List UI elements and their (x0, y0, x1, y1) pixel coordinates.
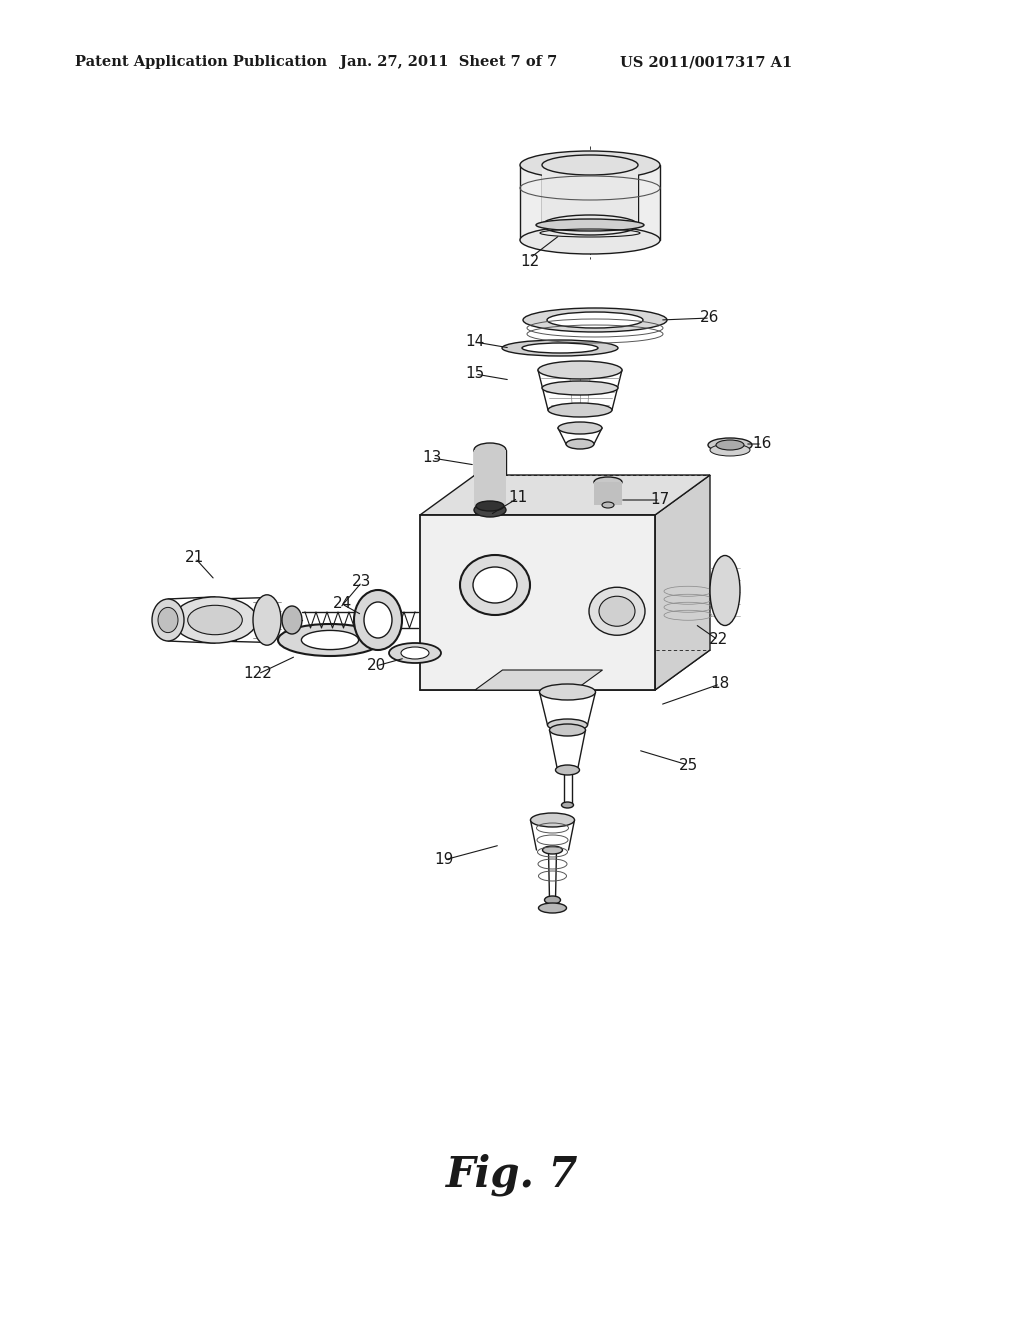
Ellipse shape (548, 719, 588, 731)
Bar (474, 450, 506, 510)
Ellipse shape (542, 215, 638, 235)
Ellipse shape (460, 554, 530, 615)
Text: 19: 19 (434, 853, 454, 867)
Ellipse shape (502, 341, 618, 356)
Text: 25: 25 (678, 758, 697, 772)
Ellipse shape (545, 896, 560, 904)
Text: 15: 15 (465, 367, 484, 381)
Ellipse shape (301, 631, 358, 649)
Text: 24: 24 (333, 597, 351, 611)
Text: 17: 17 (650, 492, 670, 507)
Ellipse shape (401, 647, 429, 659)
Polygon shape (420, 649, 710, 690)
Text: Fig. 7: Fig. 7 (445, 1154, 579, 1196)
Ellipse shape (523, 308, 667, 333)
Ellipse shape (716, 440, 744, 450)
Ellipse shape (520, 226, 660, 253)
Ellipse shape (555, 766, 580, 775)
Text: 22: 22 (709, 632, 728, 648)
Ellipse shape (539, 903, 566, 913)
Ellipse shape (536, 219, 644, 231)
Ellipse shape (708, 438, 752, 451)
Polygon shape (420, 475, 710, 515)
Ellipse shape (152, 599, 184, 642)
Ellipse shape (602, 502, 614, 508)
Text: US 2011/0017317 A1: US 2011/0017317 A1 (620, 55, 793, 69)
Text: 20: 20 (367, 659, 386, 673)
Polygon shape (475, 671, 602, 690)
Ellipse shape (520, 150, 660, 180)
Text: Jan. 27, 2011  Sheet 7 of 7: Jan. 27, 2011 Sheet 7 of 7 (340, 55, 557, 69)
Ellipse shape (364, 602, 392, 638)
Polygon shape (655, 475, 710, 690)
Ellipse shape (530, 813, 574, 828)
Polygon shape (520, 165, 660, 240)
Ellipse shape (389, 643, 441, 663)
Ellipse shape (543, 846, 562, 854)
Bar (594, 482, 622, 506)
Text: 23: 23 (352, 574, 372, 590)
Ellipse shape (589, 587, 645, 635)
Text: 12: 12 (520, 255, 540, 269)
Ellipse shape (522, 343, 598, 352)
Text: 26: 26 (700, 310, 720, 326)
Text: Patent Application Publication: Patent Application Publication (75, 55, 327, 69)
Ellipse shape (542, 154, 638, 176)
Ellipse shape (473, 568, 517, 603)
Ellipse shape (173, 597, 257, 643)
Ellipse shape (710, 444, 750, 455)
Ellipse shape (474, 503, 506, 517)
Ellipse shape (476, 502, 504, 511)
Text: 16: 16 (753, 437, 772, 451)
Ellipse shape (566, 440, 594, 449)
Text: 18: 18 (711, 676, 730, 692)
Ellipse shape (548, 403, 612, 417)
Ellipse shape (158, 607, 178, 632)
Text: 14: 14 (465, 334, 484, 350)
Ellipse shape (710, 556, 740, 626)
Text: 122: 122 (244, 667, 272, 681)
Ellipse shape (599, 597, 635, 626)
Ellipse shape (594, 477, 622, 487)
Ellipse shape (474, 444, 506, 457)
Ellipse shape (558, 422, 602, 434)
Ellipse shape (187, 606, 243, 635)
Ellipse shape (282, 606, 302, 634)
Ellipse shape (540, 684, 596, 700)
Polygon shape (542, 165, 638, 224)
Ellipse shape (253, 595, 281, 645)
Ellipse shape (547, 312, 643, 327)
Ellipse shape (550, 723, 586, 737)
Ellipse shape (538, 360, 622, 379)
Ellipse shape (603, 520, 613, 525)
Bar (420, 515, 655, 690)
Ellipse shape (561, 803, 573, 808)
Text: 21: 21 (185, 550, 205, 565)
Ellipse shape (278, 624, 382, 656)
Ellipse shape (354, 590, 402, 649)
Text: 13: 13 (422, 450, 441, 466)
Text: 11: 11 (508, 491, 527, 506)
Ellipse shape (542, 381, 618, 395)
